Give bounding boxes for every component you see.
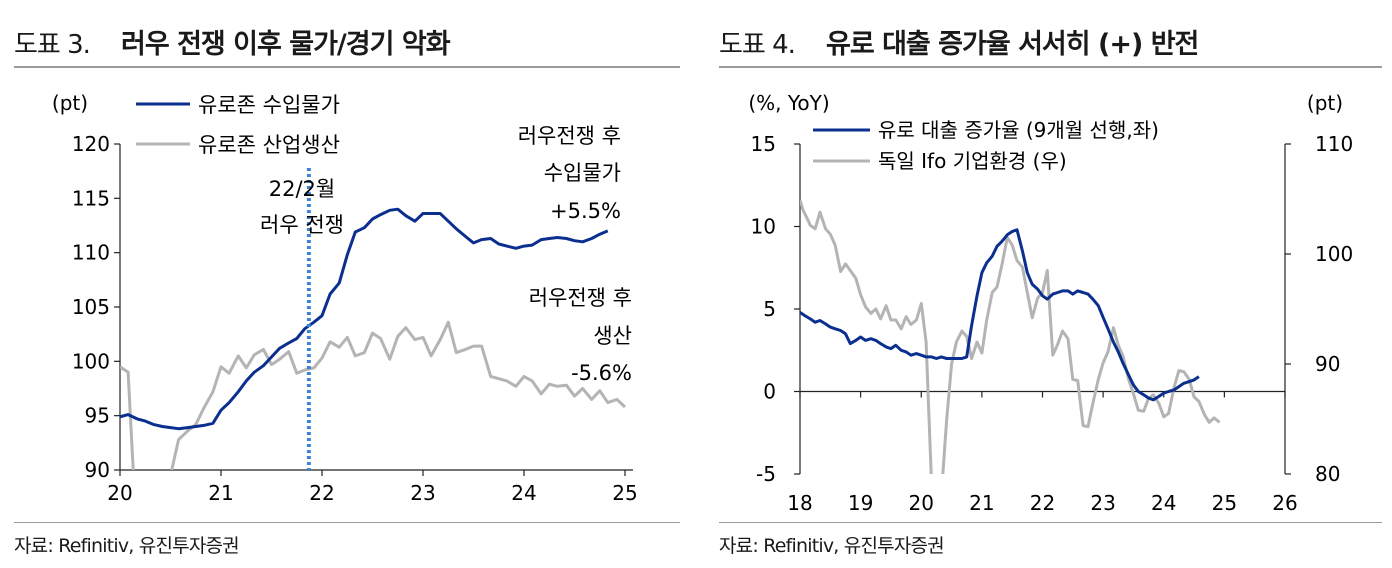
y-left-tick-label: 5 bbox=[763, 297, 776, 321]
chart-header: 도표 3. 러우 전쟁 이후 물가/경기 악화 bbox=[14, 22, 451, 66]
y-tick-label: 120 bbox=[72, 132, 110, 156]
series-line bbox=[800, 199, 1221, 474]
vline-label: 러우 전쟁 bbox=[260, 213, 344, 237]
series-line bbox=[120, 207, 609, 431]
y-left-unit-label: (%, YoY) bbox=[748, 91, 829, 115]
chart-plot: -5 0 5 10 15 80 90 100 110 18 19 20 21 22 23 24 25 26 유로 … bbox=[748, 91, 1353, 515]
y-right-tick-label: 80 bbox=[1315, 462, 1340, 486]
chart-title: 러우 전쟁 이후 물가/경기 악화 bbox=[121, 29, 451, 60]
source-rule bbox=[14, 522, 680, 523]
y-tick-label: 115 bbox=[72, 186, 110, 210]
annotation-line: -5.6% bbox=[571, 361, 632, 385]
annotation-line: 생산 bbox=[593, 324, 632, 348]
figure-label: 도표 3. bbox=[14, 30, 91, 60]
chart-header: 도표 4. 유로 대출 증가율 서서히 (+) 반전 bbox=[719, 22, 1199, 66]
chart-title: 유로 대출 증가율 서서히 (+) 반전 bbox=[826, 29, 1199, 60]
x-tick-label: 25 bbox=[612, 481, 637, 505]
header-rule bbox=[719, 66, 1382, 68]
x-tick-label: 20 bbox=[909, 491, 934, 515]
x-tick-label: 21 bbox=[208, 481, 233, 505]
series-line bbox=[120, 320, 627, 470]
x-tick-label: 21 bbox=[969, 491, 994, 515]
y-left-tick-label: -5 bbox=[756, 462, 776, 486]
y-unit-label: (pt) bbox=[52, 91, 88, 115]
series-line bbox=[800, 228, 1200, 402]
source-note: 자료: Refinitiv, 유진투자증권 bbox=[719, 535, 945, 557]
annotation-line: 러우전쟁 후 bbox=[518, 124, 621, 148]
annotation-line: 수입물가 bbox=[544, 161, 621, 185]
y-tick-label: 105 bbox=[72, 295, 110, 319]
y-left-tick-label: 15 bbox=[751, 132, 776, 156]
x-tick-label: 25 bbox=[1212, 491, 1237, 515]
x-tick-label: 22 bbox=[1030, 491, 1055, 515]
y-tick-label: 110 bbox=[72, 241, 110, 265]
y-tick-label: 100 bbox=[72, 349, 110, 373]
header-rule bbox=[14, 66, 680, 68]
legend-label: 유로존 수입물가 bbox=[198, 93, 340, 117]
y-tick-label: 95 bbox=[85, 404, 110, 428]
x-tick-label: 24 bbox=[1151, 491, 1176, 515]
source-note: 자료: Refinitiv, 유진투자증권 bbox=[14, 535, 240, 557]
x-tick-label: 22 bbox=[309, 481, 334, 505]
y-tick-label: 90 bbox=[85, 458, 110, 482]
x-tick-label: 18 bbox=[787, 491, 812, 515]
figure-label: 도표 4. bbox=[719, 30, 796, 60]
y-right-tick-label: 100 bbox=[1315, 242, 1353, 266]
y-left-tick-label: 0 bbox=[763, 380, 776, 404]
x-tick-label: 20 bbox=[107, 481, 132, 505]
annotation-line: 러우전쟁 후 bbox=[529, 286, 632, 310]
x-tick-label: 23 bbox=[410, 481, 435, 505]
y-right-unit-label: (pt) bbox=[1307, 91, 1343, 115]
chart-panel-left: 도표 3. 러우 전쟁 이후 물가/경기 악화 90 95 100 105 110 115… bbox=[0, 0, 690, 568]
vline-label: 22/2월 bbox=[269, 177, 335, 201]
chart-panel-right: 도표 4. 유로 대출 증가율 서서히 (+) 반전 -5 0 5 10 15 80 90 1… bbox=[705, 0, 1392, 568]
annotation-line: +5.5% bbox=[550, 199, 621, 223]
x-tick-label: 26 bbox=[1272, 491, 1297, 515]
x-tick-label: 23 bbox=[1090, 491, 1115, 515]
legend-label: 유로 대출 증가율 (9개월 선행,좌) bbox=[878, 118, 1159, 142]
y-right-tick-label: 90 bbox=[1315, 352, 1340, 376]
legend-label: 유로존 산업생산 bbox=[198, 133, 340, 157]
y-left-tick-label: 10 bbox=[751, 215, 776, 239]
legend-label: 독일 Ifo 기업환경 (우) bbox=[878, 149, 1067, 173]
x-tick-label: 19 bbox=[848, 491, 873, 515]
x-tick-label: 24 bbox=[511, 481, 536, 505]
chart-plot: 90 95 100 105 110 115 120 20 21 22 23 24 25 유로존 수입물가… bbox=[52, 91, 638, 505]
source-rule bbox=[719, 522, 1382, 523]
y-right-tick-label: 110 bbox=[1315, 132, 1353, 156]
